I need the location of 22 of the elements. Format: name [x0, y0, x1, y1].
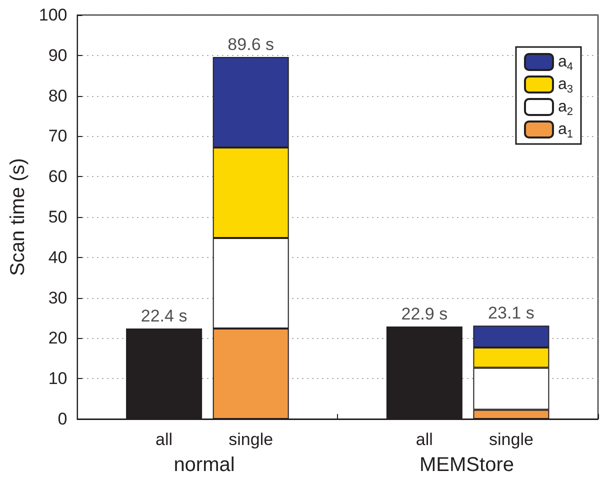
text: MEMStore — [420, 454, 514, 476]
total-label: 22.9 s — [401, 304, 448, 324]
x-tick-label: all — [156, 430, 173, 449]
text: normal — [174, 454, 235, 476]
x-tick-label: single — [228, 430, 274, 449]
y-tick-label: 10 — [48, 369, 68, 388]
y-tick-label: 40 — [48, 248, 68, 267]
total-label: 22.4 s — [140, 306, 188, 326]
y-tick-label: 90 — [48, 46, 68, 65]
total-label: 23.1 s — [488, 304, 534, 323]
y-tick-label: 70 — [48, 126, 68, 146]
x-tick-label: single — [489, 430, 534, 449]
y-tick-label: 100 — [38, 6, 68, 24]
y-tick-label: 60 — [48, 167, 68, 186]
y-tick-label: 30 — [48, 288, 68, 308]
y-tick-label: 20 — [48, 328, 68, 348]
y-tick-label: 50 — [48, 208, 68, 226]
y-tick-label: 80 — [48, 86, 68, 106]
y-tick-label: 0 — [58, 410, 68, 428]
y-axis-title: Scan time (s) — [7, 158, 29, 276]
x-tick-label: all — [416, 430, 433, 449]
total-label: 89.6 s — [228, 35, 274, 54]
